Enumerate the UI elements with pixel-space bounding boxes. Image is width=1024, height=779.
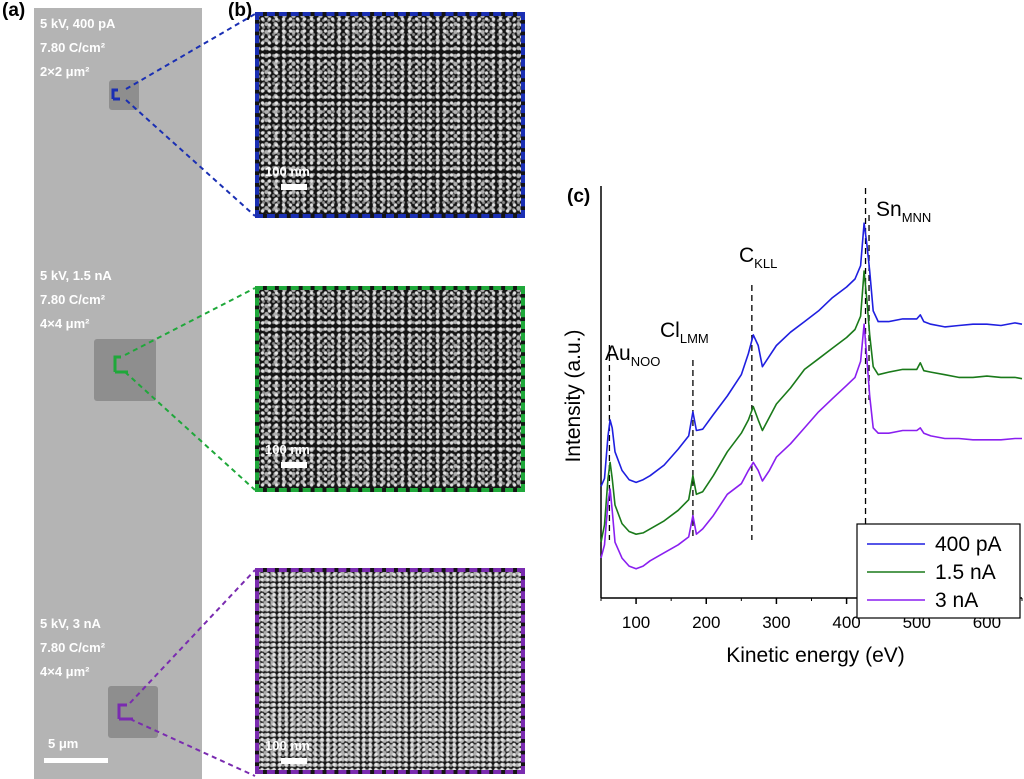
annotation-3na: 5 kV, 3 nA 7.80 C/cm² 4×4 μm² xyxy=(40,612,105,684)
legend-label: 3 nA xyxy=(935,589,978,612)
series-line xyxy=(600,323,1022,570)
annotation-1-5na: 5 kV, 1.5 nA 7.80 C/cm² 4×4 μm² xyxy=(40,264,112,336)
zoom-scalebar-label-400pa: 100 nm xyxy=(265,164,310,179)
zoom-scalebar-label-3na: 100 nm xyxy=(265,738,310,753)
zoom-connector-line xyxy=(124,287,256,356)
zoom-region-marker xyxy=(111,88,120,101)
zoom-region-marker xyxy=(113,355,128,374)
zoom-connector-line xyxy=(129,569,256,704)
legend-label: 400 pA xyxy=(935,533,1002,556)
zoom-image-1-5na: 100 nm xyxy=(255,286,525,492)
annotation-400pa-line1: 5 kV, 400 pA xyxy=(40,16,116,31)
zoom-region-marker xyxy=(117,703,133,721)
zoom-image-3na: 100 nm xyxy=(255,568,525,774)
annotation-3na-line2: 7.80 C/cm² xyxy=(40,640,106,655)
zoom-connector-line xyxy=(125,13,256,90)
zoom-connector-line xyxy=(125,99,256,217)
annotation-1-5na-line2: 7.80 C/cm² xyxy=(40,292,106,307)
panel-label-a: (a) xyxy=(2,0,26,21)
legend-label: 1.5 nA xyxy=(935,561,996,584)
x-tick-label: 100 xyxy=(622,613,650,632)
peak-label: ClLMM xyxy=(660,319,709,346)
x-tick-label: 400 xyxy=(832,613,860,632)
pattern-square-3na xyxy=(108,686,158,738)
annotation-1-5na-line1: 5 kV, 1.5 nA xyxy=(40,268,112,283)
peak-label: SnMNN xyxy=(876,198,931,225)
nanoparticle-texture xyxy=(259,290,521,488)
zoom-image-400pa: 100 nm xyxy=(255,12,525,218)
y-axis-label: Intensity (a.u.) xyxy=(562,329,585,462)
x-tick-label: 300 xyxy=(762,613,790,632)
nanoparticle-texture xyxy=(259,16,521,214)
zoom-scalebar-400pa xyxy=(281,184,307,190)
overview-scalebar-label: 5 μm xyxy=(48,736,79,751)
x-axis-label: Kinetic energy (eV) xyxy=(726,644,905,667)
annotation-3na-line3: 4×4 μm² xyxy=(40,664,90,679)
peak-label: CKLL xyxy=(739,244,777,271)
series-line xyxy=(600,270,1023,543)
zoom-scalebar-3na xyxy=(281,758,307,764)
nanoparticle-texture xyxy=(259,572,521,770)
x-tick-label: 200 xyxy=(692,613,720,632)
zoom-connector-line xyxy=(124,371,256,491)
zoom-scalebar-label-1-5na: 100 nm xyxy=(265,442,310,457)
zoom-connector-line xyxy=(129,718,256,777)
annotation-400pa: 5 kV, 400 pA 7.80 C/cm² 2×2 μm² xyxy=(40,12,115,84)
annotation-3na-line1: 5 kV, 3 nA xyxy=(40,616,101,631)
peak-label: AuNOO xyxy=(605,342,660,369)
panel-label-c: (c) xyxy=(567,186,591,207)
panel-label-b: (b) xyxy=(228,0,253,21)
overview-scalebar xyxy=(44,758,108,763)
annotation-1-5na-line3: 4×4 μm² xyxy=(40,316,90,331)
zoom-scalebar-1-5na xyxy=(281,462,307,468)
annotation-400pa-line2: 7.80 C/cm² xyxy=(40,40,106,55)
annotation-400pa-line3: 2×2 μm² xyxy=(40,64,90,79)
series-line xyxy=(600,222,1023,487)
legend-box xyxy=(856,523,1021,619)
